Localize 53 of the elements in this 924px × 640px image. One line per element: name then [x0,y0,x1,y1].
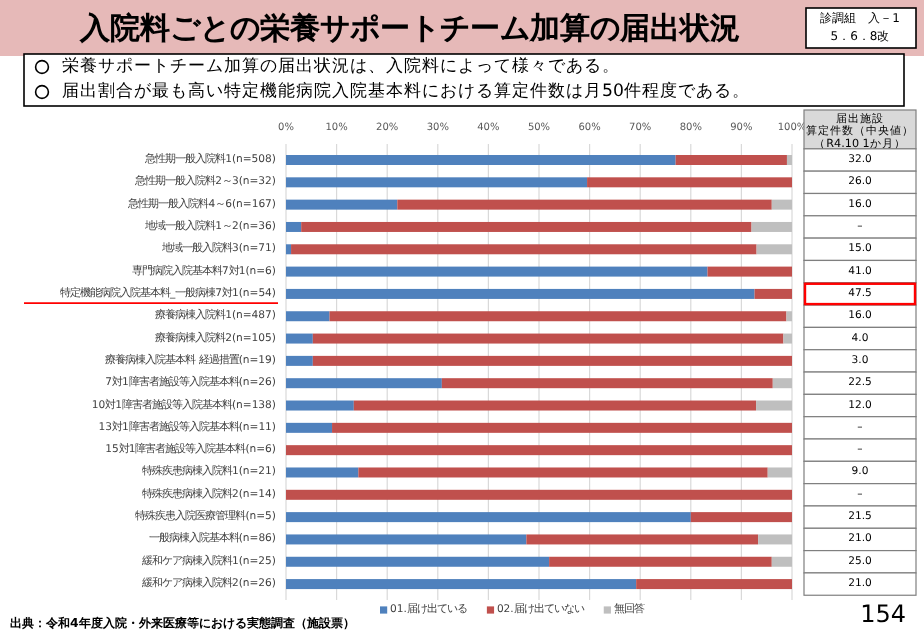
text: 栄養サポートチーム加算の届出状況は、入院料によって様々である。 [62,55,620,77]
bar [772,378,792,389]
bar [301,221,752,232]
bar [754,288,792,299]
bar [786,311,792,322]
bar [286,534,527,545]
bar [291,244,757,255]
bar [636,579,792,590]
bar [758,534,792,545]
bar [353,400,757,411]
bar [312,333,784,344]
bar [286,445,792,456]
bar [286,489,792,500]
bar [329,311,787,322]
bar [397,199,772,210]
bar [675,155,787,165]
bar [286,355,313,366]
bar [286,177,588,188]
bar [286,221,302,232]
bar [286,311,330,322]
bar [441,378,773,389]
bar [332,422,792,433]
bar [286,422,333,433]
bar [771,199,792,210]
bar [358,467,768,478]
bar [286,288,755,299]
bar [756,244,792,255]
bar [771,556,792,567]
bar [783,333,792,344]
bar [286,266,708,277]
bar [549,556,772,567]
bar [786,155,792,165]
bar [587,177,792,188]
bar [526,534,759,545]
bar [286,333,313,344]
text: 154 [860,600,906,628]
bar [286,512,691,523]
bar [286,579,637,590]
bar [286,244,292,255]
bar [312,355,792,366]
bar [756,400,792,411]
bar [286,467,359,478]
bar [286,155,676,165]
bar [286,556,550,567]
bar [767,467,792,478]
text: 届出割合が最も高い特定機能病院入院基本料における算定件数は月50件程度である。 [62,80,750,102]
bar [707,266,792,277]
bar [286,400,354,411]
bar [751,221,792,232]
bar [286,378,442,389]
bar [690,512,792,523]
bar [286,199,398,210]
chart-title: 入院料ごとの栄養サポートチーム加算の届出状況 [78,10,740,46]
